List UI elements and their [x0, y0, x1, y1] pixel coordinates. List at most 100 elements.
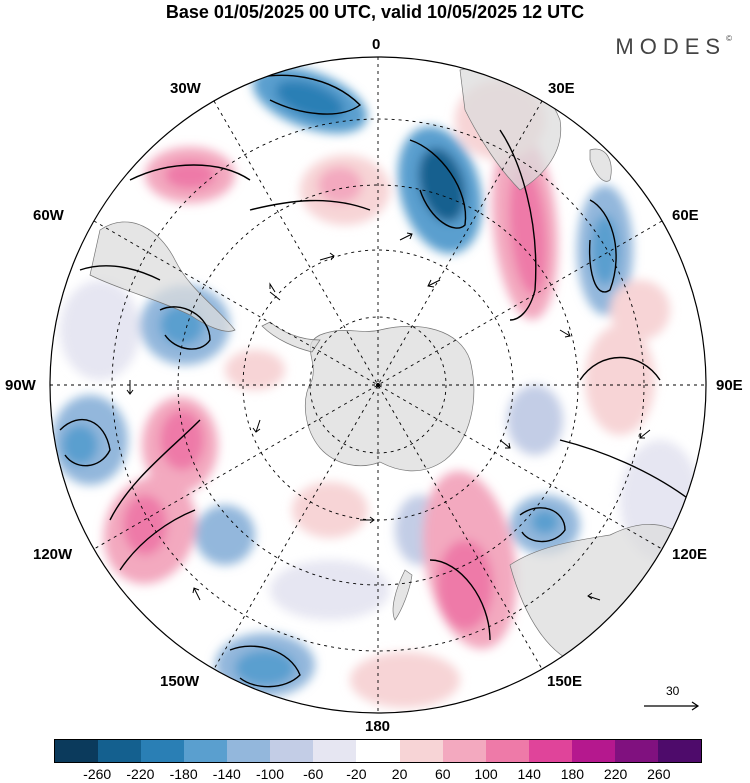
- anomaly-positive: [225, 350, 285, 390]
- logo-text: MODES: [615, 34, 727, 59]
- anomaly-negative: [235, 650, 295, 686]
- anomaly-negative: [531, 510, 559, 534]
- lon-label-60e: 60E: [672, 207, 699, 224]
- lon-label-90e: 90E: [716, 377, 743, 394]
- streamline: [249, 74, 362, 115]
- lon-label-30w: 30W: [170, 80, 201, 97]
- streamline: [79, 265, 161, 281]
- lon-label-30e: 30E: [548, 80, 575, 97]
- meridian: [213, 100, 543, 670]
- streamline: [129, 164, 251, 181]
- latitude-circle: [177, 184, 579, 586]
- wind-arrow: [269, 282, 281, 301]
- antarctica: [305, 325, 475, 472]
- anomaly-negative: [270, 560, 390, 620]
- anomaly-positive: [165, 161, 215, 189]
- meridian: [213, 100, 543, 670]
- wind-arrows: [126, 232, 651, 601]
- lon-label-120e: 120E: [672, 546, 708, 563]
- wind-arrow: [192, 587, 201, 601]
- streamline: [409, 139, 467, 229]
- colorbar-swatch: [227, 740, 271, 762]
- streamline: [429, 559, 491, 641]
- streamline: [588, 199, 617, 293]
- antarctic-peninsula: [261, 321, 321, 353]
- lon-label-120w: 120W: [33, 546, 73, 563]
- wind-arrow: [126, 380, 134, 395]
- modes-logo: MODES©: [615, 34, 732, 60]
- anomaly-negative: [418, 147, 466, 223]
- colorbar-swatch: [270, 740, 314, 762]
- anomaly-negative: [507, 385, 563, 455]
- logo-mark: ©: [726, 34, 732, 43]
- colorbar-swatch: [399, 740, 443, 762]
- wind-arrow: [499, 439, 511, 449]
- colorbar-swatch: [55, 740, 99, 762]
- colorbar-tick-label: 180: [560, 766, 585, 782]
- colorbar-tick-label: 100: [474, 766, 498, 782]
- wind-arrow: [252, 419, 261, 433]
- streamline: [559, 439, 691, 501]
- streamline: [159, 306, 211, 350]
- colorbar-swatch: [141, 740, 185, 762]
- anomaly-positive: [585, 325, 655, 435]
- anomaly-positive: [160, 410, 204, 470]
- streamline: [229, 645, 301, 688]
- map-border: [49, 56, 707, 714]
- anomaly-negative: [62, 425, 98, 465]
- anomaly-field: [50, 57, 706, 713]
- meridian: [93, 220, 663, 550]
- colorbar-swatch: [485, 740, 529, 762]
- streamline: [519, 507, 566, 543]
- reference-vector-label: 30: [666, 684, 680, 698]
- colorbar-swatch: [657, 740, 701, 762]
- colorbar-swatch: [356, 740, 400, 762]
- wind-arrow: [427, 279, 441, 288]
- colorbar-swatch: [442, 740, 486, 762]
- polar-map: [49, 56, 707, 714]
- reference-vector-arrow: [644, 701, 700, 711]
- colorbar-tick-label: -260: [83, 766, 112, 782]
- colorbar: [54, 739, 702, 763]
- anomaly-negative: [591, 215, 619, 285]
- streamline: [579, 356, 661, 381]
- colorbar-swatch: [184, 740, 228, 762]
- colorbar-tick-label: 20: [391, 766, 408, 782]
- latitude-circle: [111, 118, 645, 652]
- wind-arrow: [639, 429, 651, 439]
- colorbar-tick-label: 220: [603, 766, 628, 782]
- lon-label-150w: 150W: [160, 673, 200, 690]
- anomaly-negative: [275, 80, 345, 120]
- madagascar: [589, 148, 612, 182]
- lon-label-90w: 90W: [5, 377, 36, 394]
- colorbar-tick-label: -100: [255, 766, 285, 782]
- chart-title: Base 01/05/2025 00 UTC, valid 10/05/2025…: [165, 2, 585, 22]
- colorbar-swatch: [571, 740, 615, 762]
- colorbar-tick-label: -220: [126, 766, 155, 782]
- new-zealand: [392, 569, 413, 621]
- south-america: [89, 221, 236, 332]
- latitude-circle: [309, 316, 447, 454]
- graticule: [50, 57, 706, 713]
- colorbar-swatch: [98, 740, 142, 762]
- colorbar-tick-label: -60: [303, 766, 324, 782]
- lon-label-180: 180: [365, 718, 391, 735]
- anomaly-positive: [350, 652, 460, 708]
- colorbar-tick-label: -140: [212, 766, 241, 782]
- colorbar-tick-label: -20: [346, 766, 367, 782]
- colorbar-tick-label: 60: [435, 766, 451, 782]
- lon-label-60w: 60W: [33, 207, 64, 224]
- wind-arrow: [399, 232, 413, 241]
- colorbar-swatch: [313, 740, 357, 762]
- streamline: [59, 419, 111, 467]
- south-pole: [376, 383, 380, 387]
- meridian: [93, 220, 663, 550]
- anomaly-positive: [318, 167, 362, 203]
- lon-label-0: 0: [372, 36, 381, 53]
- anomaly-positive: [509, 165, 547, 295]
- streamline: [249, 199, 371, 211]
- anomaly-positive: [437, 540, 493, 630]
- streamline: [119, 509, 196, 571]
- colorbar-swatch: [528, 740, 572, 762]
- wind-arrow: [319, 252, 335, 261]
